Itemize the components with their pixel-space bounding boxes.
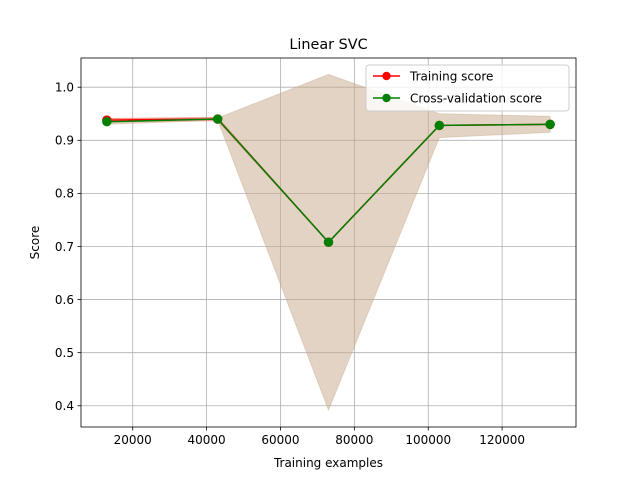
x-tick-label-4: 100000 [405,433,451,447]
x-tick-label-5: 120000 [479,433,525,447]
legend-item-cross-validation: Cross-validation score [373,91,542,105]
x-tick-label-1: 40000 [188,433,226,447]
legend-label-training: Training score [409,69,493,83]
data-series [102,114,555,247]
legend: Training score Cross-validation score [365,64,570,112]
legend-item-training: Training score [373,69,493,83]
y-tick-label-3: 0.7 [55,240,74,254]
data-point-cross-validation-1 [212,114,223,124]
data-point-cross-validation-4 [545,119,555,130]
y-tick-label-1: 0.5 [55,346,74,360]
data-point-cross-validation-2 [323,237,334,247]
y-tick-label-6: 1.0 [55,81,74,95]
y-axis-label: Score [28,226,42,260]
y-tick-label-2: 0.6 [55,293,74,307]
y-tick-label-5: 0.9 [55,134,74,148]
data-point-cross-validation-3 [434,120,445,131]
y-axis-ticks: 0.4 0.5 0.6 0.7 0.8 0.9 1.0 [55,81,81,413]
chart-title: Linear SVC [289,37,367,53]
x-axis-ticks: 20000 40000 60000 80000 100000 120000 [114,427,525,447]
legend-label-cross-validation: Cross-validation score [410,91,542,105]
y-tick-label-0: 0.4 [55,399,74,413]
legend-box [365,64,570,112]
series-cross-validation [102,114,555,247]
x-tick-label-3: 80000 [335,433,373,447]
legend-marker-cross-validation [382,93,391,103]
x-tick-label-0: 20000 [114,433,152,447]
data-point-cross-validation-0 [102,117,112,127]
axes-frame [80,57,577,428]
plot-area [80,57,577,428]
x-tick-label-2: 60000 [261,433,299,447]
legend-marker-training [382,71,391,81]
x-axis-label: Training examples [273,456,383,470]
y-tick-label-4: 0.8 [55,187,74,201]
